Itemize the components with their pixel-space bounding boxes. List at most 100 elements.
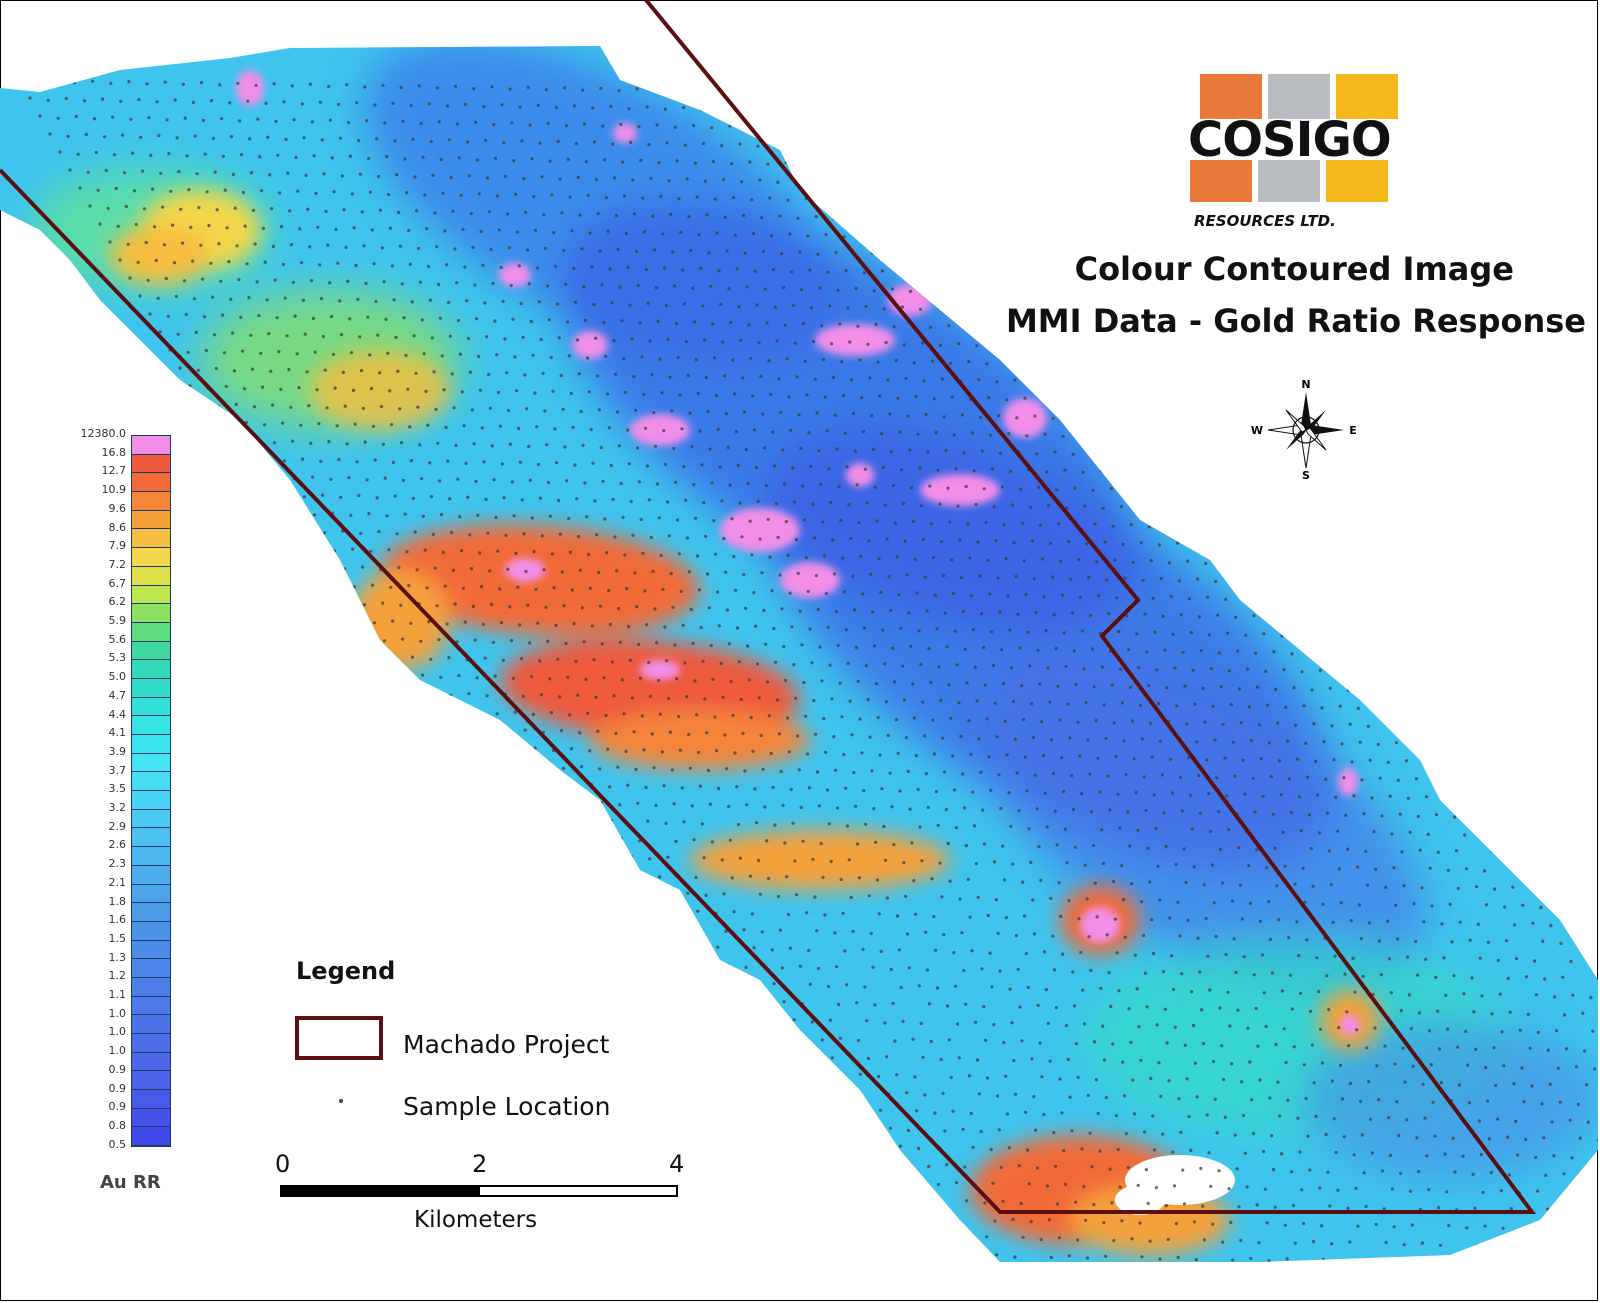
sample-point <box>518 623 522 627</box>
sample-point <box>1350 760 1354 764</box>
sample-point <box>507 246 511 250</box>
sample-point <box>983 324 987 328</box>
sample-point <box>1265 1221 1269 1225</box>
sample-point <box>1049 1255 1053 1260</box>
sample-point <box>1008 110 1012 114</box>
sample-point <box>28 96 32 100</box>
sample-point <box>232 369 237 373</box>
sample-point <box>378 208 382 212</box>
sample-point <box>1192 506 1196 510</box>
sample-point <box>1173 666 1177 670</box>
sample-point <box>845 465 849 469</box>
sample-point <box>1364 849 1368 854</box>
sample-point <box>1132 1275 1135 1278</box>
sample-point <box>405 191 409 195</box>
sample-point <box>1568 245 1572 249</box>
sample-point <box>571 425 575 429</box>
sample-point <box>1364 1204 1368 1209</box>
sample-point <box>649 1053 653 1057</box>
sample-point <box>819 482 823 486</box>
sample-point <box>1156 505 1160 509</box>
sample-point <box>549 355 553 360</box>
sample-point <box>1169 1276 1172 1279</box>
sample-point <box>966 163 970 167</box>
sample-point <box>661 1105 665 1109</box>
sample-point <box>842 590 847 594</box>
sample-point <box>516 585 520 589</box>
sample-point <box>965 326 969 330</box>
sample-point <box>1211 1059 1216 1064</box>
map-title-line2: MMI Data - Gold Ratio Response <box>1005 302 1586 340</box>
sample-point <box>1309 847 1313 851</box>
sample-point <box>899 109 903 113</box>
sample-point <box>245 262 249 266</box>
sample-point <box>792 663 796 667</box>
sample-point <box>597 408 601 412</box>
sample-point <box>737 305 741 309</box>
sample-point <box>811 1216 816 1220</box>
sample-point <box>1177 579 1181 583</box>
sample-point <box>592 303 596 307</box>
sample-point <box>762 91 766 95</box>
sample-point <box>1431 582 1436 587</box>
sample-point <box>849 895 853 900</box>
sample-point <box>246 99 250 103</box>
sample-point <box>1437 688 1441 692</box>
sample-point <box>1046 148 1050 152</box>
sample-point <box>882 307 886 311</box>
sample-point <box>1373 508 1377 512</box>
sample-point <box>1507 1173 1511 1177</box>
sample-point <box>1193 1061 1197 1065</box>
sample-point <box>1327 1008 1331 1012</box>
sample-point <box>1568 1118 1572 1122</box>
sample-point <box>914 1272 917 1275</box>
sample-point <box>697 588 701 592</box>
sample-point <box>405 550 409 554</box>
sample-point <box>664 304 669 308</box>
sample-point <box>1164 489 1168 493</box>
sample-point <box>872 807 876 811</box>
sample-point <box>582 285 586 289</box>
sample-point <box>1512 209 1516 213</box>
sample-point <box>601 838 606 843</box>
sample-point <box>1042 595 1046 599</box>
sample-point <box>868 1253 872 1257</box>
sample-point <box>1217 810 1221 814</box>
sample-point <box>804 556 809 560</box>
color-scale-cell <box>132 884 170 904</box>
sample-point <box>613 890 617 894</box>
sample-point <box>443 584 447 588</box>
sample-point <box>454 798 458 803</box>
sample-point <box>513 710 517 714</box>
sample-point <box>682 1179 687 1183</box>
sample-point <box>1317 831 1321 835</box>
sample-point <box>899 985 903 990</box>
sample-point <box>492 123 496 127</box>
sample-point <box>891 128 895 132</box>
sample-point <box>418 443 422 447</box>
sample-point <box>1267 1259 1271 1262</box>
sample-point <box>952 433 956 437</box>
sample-point <box>1577 585 1581 589</box>
sample-point <box>1074 1042 1078 1046</box>
sample-point <box>545 443 549 447</box>
sample-point <box>1203 365 1207 369</box>
sample-point <box>334 227 338 231</box>
sample-point <box>426 423 430 427</box>
sample-point <box>101 97 105 101</box>
sample-point <box>1244 471 1249 475</box>
sample-point <box>653 89 657 93</box>
sample-point <box>685 536 690 540</box>
sample-point <box>964 1002 968 1006</box>
sample-point <box>1481 1190 1485 1194</box>
sample-point <box>934 790 939 794</box>
sample-point <box>837 485 841 489</box>
sample-point <box>1505 1298 1508 1301</box>
sample-point <box>381 442 385 446</box>
sample-point <box>1231 1258 1235 1262</box>
sample-point <box>817 804 821 808</box>
sample-point <box>673 998 677 1002</box>
sample-point <box>1368 403 1372 407</box>
sample-point <box>977 378 981 382</box>
sample-point <box>519 301 523 306</box>
